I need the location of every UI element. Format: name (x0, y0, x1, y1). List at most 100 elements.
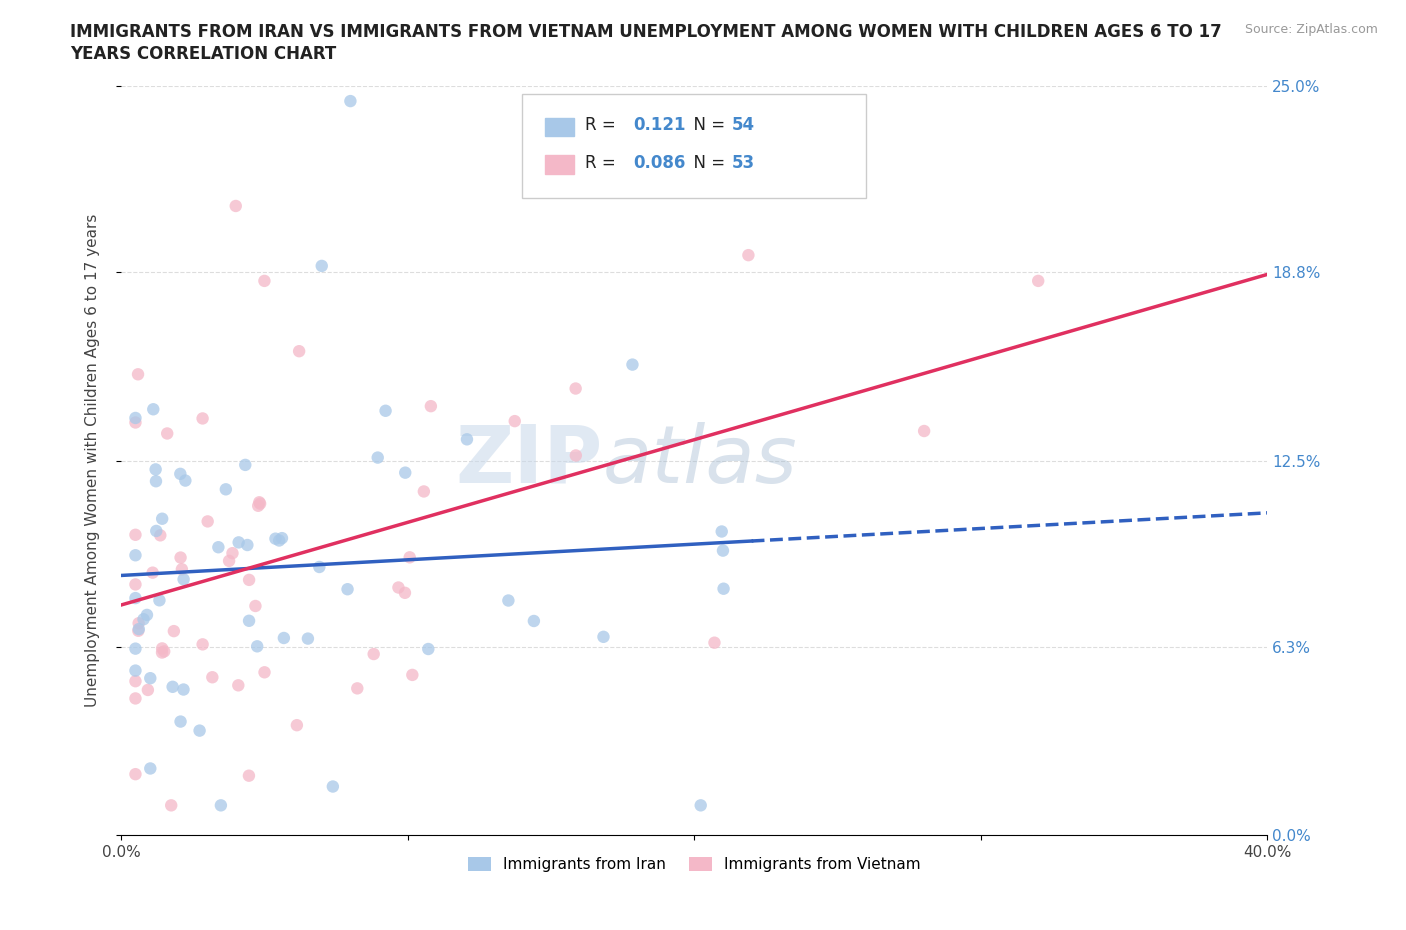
Point (127, 623, 149, 638)
Point (285, 718, 308, 733)
Point (127, 366, 149, 381)
Point (173, 572, 195, 587)
Point (523, 614, 546, 629)
Text: N =: N = (683, 153, 730, 171)
Point (456, 432, 478, 446)
Text: 54: 54 (733, 116, 755, 134)
Point (387, 580, 409, 595)
Point (401, 668, 423, 683)
Point (346, 681, 368, 696)
Point (221, 546, 243, 561)
Point (173, 682, 195, 697)
Point (238, 768, 260, 783)
Point (153, 644, 176, 658)
Point (737, 247, 759, 262)
Point (249, 497, 271, 512)
Point (1026, 273, 1049, 288)
Legend: Immigrants from Iran, Immigrants from Vietnam: Immigrants from Iran, Immigrants from Vi… (460, 850, 928, 880)
Point (374, 404, 396, 418)
Point (207, 539, 229, 554)
Point (174, 473, 197, 488)
Point (245, 599, 267, 614)
Point (209, 798, 232, 813)
Text: atlas: atlas (603, 421, 797, 499)
Point (150, 645, 173, 660)
Point (163, 624, 186, 639)
Point (191, 637, 214, 652)
Point (124, 410, 146, 425)
Point (711, 543, 734, 558)
Point (124, 548, 146, 563)
Point (124, 591, 146, 605)
Point (246, 639, 269, 654)
FancyBboxPatch shape (546, 117, 574, 137)
Point (394, 465, 416, 480)
Point (412, 484, 434, 498)
Point (398, 550, 420, 565)
Point (394, 585, 416, 600)
Point (311, 259, 333, 273)
Point (564, 381, 586, 396)
Point (124, 663, 146, 678)
Point (233, 458, 256, 472)
Point (128, 616, 150, 631)
Point (264, 531, 287, 546)
Point (503, 414, 526, 429)
Point (139, 761, 162, 776)
Point (128, 621, 150, 636)
Point (197, 514, 219, 529)
Point (288, 344, 311, 359)
Point (367, 450, 389, 465)
Point (225, 198, 247, 213)
Text: 0.086: 0.086 (634, 153, 686, 171)
Point (269, 533, 291, 548)
Point (238, 573, 260, 588)
Point (336, 582, 359, 597)
Point (273, 631, 295, 645)
Point (188, 724, 211, 738)
Point (363, 646, 385, 661)
Text: IMMIGRANTS FROM IRAN VS IMMIGRANTS FROM VIETNAM UNEMPLOYMENT AMONG WOMEN WITH CH: IMMIGRANTS FROM IRAN VS IMMIGRANTS FROM … (70, 23, 1222, 41)
Point (271, 531, 294, 546)
Point (215, 482, 238, 497)
Point (156, 426, 179, 441)
Point (169, 467, 191, 482)
FancyBboxPatch shape (546, 155, 574, 174)
Text: 53: 53 (733, 153, 755, 171)
Point (201, 670, 224, 684)
Point (191, 411, 214, 426)
Point (253, 665, 276, 680)
Point (160, 798, 183, 813)
Point (228, 535, 250, 550)
Point (419, 399, 441, 414)
Point (565, 448, 588, 463)
Point (498, 593, 520, 608)
Point (145, 473, 167, 488)
Point (148, 593, 170, 608)
Text: N =: N = (683, 116, 730, 134)
FancyBboxPatch shape (523, 94, 866, 198)
Point (689, 798, 711, 813)
Point (124, 673, 146, 688)
Point (238, 614, 260, 629)
Point (621, 357, 644, 372)
Point (218, 553, 240, 568)
Point (145, 524, 167, 538)
Point (162, 680, 184, 695)
Point (703, 635, 725, 650)
Point (142, 565, 165, 580)
Point (912, 423, 935, 438)
Point (150, 512, 173, 526)
Point (247, 495, 270, 510)
Point (124, 415, 146, 430)
Point (124, 641, 146, 656)
Text: YEARS CORRELATION CHART: YEARS CORRELATION CHART (70, 45, 336, 62)
Point (322, 779, 344, 794)
Point (297, 631, 319, 646)
Point (169, 551, 191, 565)
Point (124, 577, 146, 591)
Point (124, 527, 146, 542)
Point (136, 607, 159, 622)
Point (150, 641, 173, 656)
Point (247, 498, 270, 513)
